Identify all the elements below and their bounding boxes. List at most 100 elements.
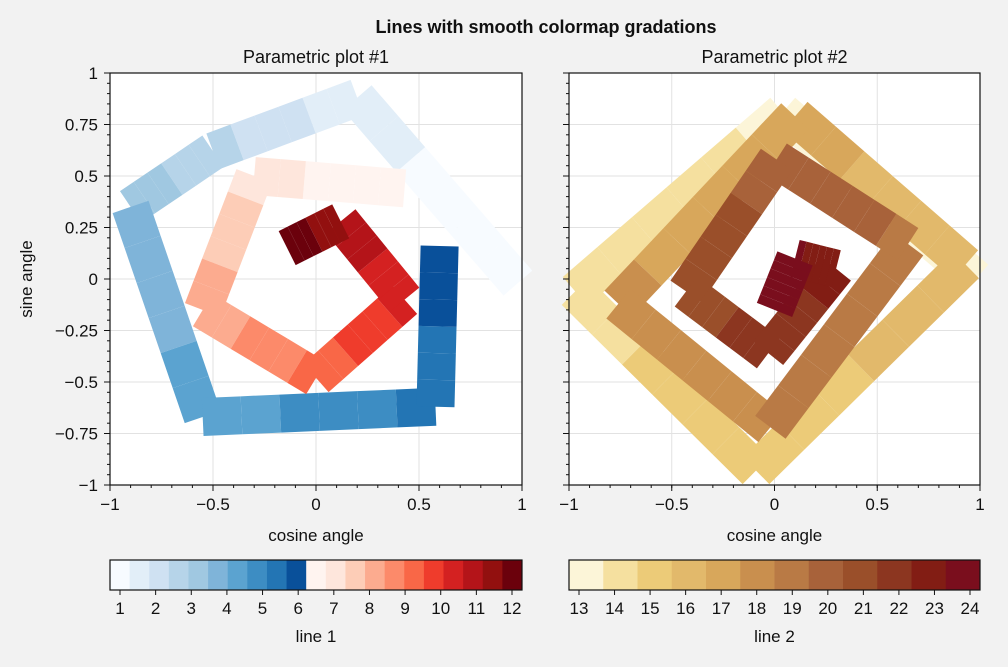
colorbar-swatch: [706, 560, 741, 590]
series-1-segment: [633, 228, 692, 286]
colorbar-swatch: [247, 560, 268, 590]
series-1-segment: [206, 124, 244, 170]
colorbar-swatch: [877, 560, 912, 590]
colorbar-swatch: [227, 560, 248, 590]
series-1-segment: [764, 313, 806, 351]
series-1-segment: [763, 277, 803, 300]
series-2-segment: [347, 235, 388, 273]
series-1-segment: [279, 392, 320, 433]
series-1-segment: [846, 263, 901, 317]
series-1-segment: [682, 350, 732, 401]
series-2-segment: [336, 222, 377, 260]
series-1-segment: [419, 272, 458, 301]
series-1-segment: [395, 387, 437, 428]
series-1-segment: [119, 181, 155, 223]
series-2-segment: [193, 258, 238, 295]
colorbar-tick-label: 10: [431, 599, 450, 618]
colorbar-swatch: [603, 560, 638, 590]
colorbar-swatch: [325, 560, 346, 590]
colorbar-tick-label: 8: [365, 599, 374, 618]
colorbar-tick-label: 21: [854, 599, 873, 618]
series-1-segment: [777, 388, 840, 450]
series-2-segment: [227, 169, 272, 206]
series-2-segment: [305, 213, 332, 252]
colorbar-tick-label: 20: [818, 599, 837, 618]
colorbar-tick-label: 6: [293, 599, 302, 618]
series-1-segment: [788, 157, 831, 204]
series-1-segment: [423, 177, 479, 234]
series-2-segment: [325, 209, 367, 247]
series-2-segment: [318, 337, 359, 380]
series-1-segment: [729, 317, 767, 359]
x-tick-label: 0: [311, 495, 320, 514]
series-1-segment: [663, 196, 721, 255]
axes-title: Parametric plot #1: [243, 47, 389, 67]
series-1-segment: [597, 217, 657, 276]
series-1-segment: [418, 299, 458, 327]
series-1-segment: [419, 245, 459, 274]
series-1-segment: [707, 371, 758, 422]
colorbar-swatch: [637, 560, 673, 590]
series-1-segment: [561, 277, 619, 335]
colorbar-swatch: [443, 560, 464, 590]
y-tick-label: 0.25: [65, 219, 98, 238]
colorbar-swatch: [384, 560, 405, 590]
colorbar-tick-label: 9: [400, 599, 409, 618]
colorbar-swatch: [463, 560, 484, 590]
series-1-segment: [160, 340, 209, 389]
colorbar-tick-label: 4: [222, 599, 231, 618]
series-1-segment: [804, 243, 821, 282]
colorbar-swatch: [266, 560, 288, 590]
colorbar-frame: [109, 559, 523, 591]
x-tick-label: 1: [975, 495, 984, 514]
series-1-segment: [700, 214, 748, 259]
series-2-segment: [332, 324, 373, 367]
series-2-segment: [202, 236, 247, 273]
y-tick-label: 0.5: [74, 167, 98, 186]
series-1-segment: [133, 172, 169, 214]
colorbar-label: line 1: [296, 627, 337, 646]
series-2-segment: [268, 338, 307, 383]
series-1-segment: [396, 147, 452, 203]
series-1-segment: [124, 235, 173, 284]
colorbar-swatch: [168, 560, 189, 590]
series-1-segment: [136, 270, 185, 319]
series-1-segment: [867, 176, 922, 230]
series-1-segment: [810, 171, 853, 218]
colorbar-tick-label: 22: [889, 599, 908, 618]
axes-title: Parametric plot #2: [701, 47, 847, 67]
series-1-segment: [449, 208, 506, 265]
series-2-segment: [252, 157, 281, 197]
series-1-segment: [417, 325, 457, 354]
series-2-segment: [327, 163, 357, 204]
colorbar-swatch: [569, 560, 604, 590]
series-1-segment: [201, 396, 243, 437]
colorbar-swatch: [149, 560, 170, 590]
series-1-segment: [812, 354, 875, 416]
y-tick-label: 0.75: [65, 116, 98, 135]
colorbar-swatch: [502, 560, 523, 590]
series-1-segment: [476, 239, 533, 296]
colorbar-tick-label: 23: [925, 599, 944, 618]
colorbar-swatch: [345, 560, 366, 590]
series-1-segment: [882, 285, 944, 347]
series-2-segment: [314, 208, 341, 248]
y-tick-label: −1: [79, 476, 98, 495]
colorbar-swatch: [129, 560, 150, 590]
colorbar-swatch: [911, 560, 947, 590]
series-1-segment: [712, 427, 770, 485]
series-1-segment: [254, 106, 292, 152]
series-1-segment: [810, 245, 828, 284]
series-1-segment: [174, 144, 210, 186]
colorbar-swatch: [482, 560, 503, 590]
series-1-segment: [824, 248, 841, 288]
series-1-segment: [824, 293, 878, 348]
series-1-segment: [685, 236, 732, 281]
colorbar-tick-label: 18: [747, 599, 766, 618]
series-1-segment: [832, 185, 875, 232]
series-1-segment: [756, 294, 796, 317]
series-1-segment: [782, 101, 836, 156]
x-tick-label: 1: [517, 495, 526, 514]
series-1-segment: [692, 165, 750, 224]
colorbar-swatch: [671, 560, 707, 590]
